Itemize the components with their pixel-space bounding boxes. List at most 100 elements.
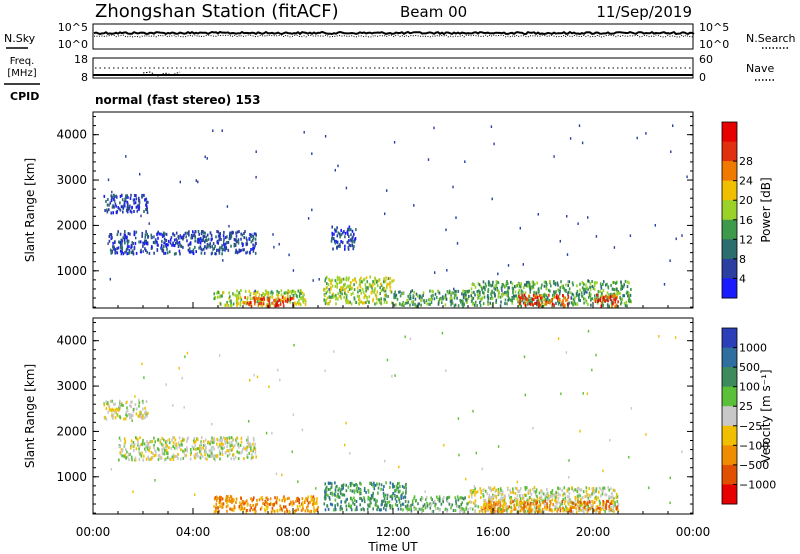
- echo-cell: [599, 282, 602, 286]
- echo-cell: [329, 290, 331, 294]
- echo-cell: [246, 438, 248, 442]
- echo-cell: [422, 294, 424, 297]
- echo-cell: [516, 498, 519, 502]
- echo-cell: [511, 299, 514, 303]
- echo-cell: [289, 298, 292, 302]
- echo-cell: [248, 451, 251, 455]
- echo-cell: [215, 509, 218, 513]
- echo-cell: [111, 205, 114, 209]
- echo-cell: [174, 443, 177, 447]
- echo-cell: [233, 504, 236, 508]
- echo-cell: [251, 449, 254, 453]
- echo-cell: [495, 488, 497, 492]
- echo-cell: [172, 453, 175, 457]
- echo-cell: [482, 494, 485, 498]
- echo-cell: [499, 304, 502, 308]
- echo-cell: [325, 298, 327, 302]
- echo-cell: [593, 284, 596, 287]
- echo-cell: [478, 294, 480, 297]
- echo-cell: [176, 455, 179, 459]
- echo-cell: [144, 416, 146, 420]
- echo-cell: [352, 247, 355, 251]
- echo-cell: [620, 286, 622, 290]
- echo-cell: [585, 504, 587, 507]
- echo-cell: [267, 303, 270, 307]
- echo-cell: [489, 301, 491, 305]
- echo-cell: [145, 449, 147, 453]
- echo-cell: [550, 300, 552, 304]
- echo-cell: [587, 505, 590, 509]
- echo-cell: [252, 249, 255, 253]
- echo-cell: [563, 492, 565, 496]
- echo-cell: [523, 503, 525, 507]
- echo-cell: [520, 304, 522, 308]
- nsearch-label: N.Search: [746, 32, 796, 45]
- echo-cell: [507, 291, 510, 295]
- echo-cell: [411, 503, 414, 506]
- echo-cell: [532, 508, 534, 512]
- echo-cell: [589, 288, 592, 292]
- echo-cell: [534, 490, 537, 494]
- echo-cell: [376, 280, 378, 284]
- echo-cell: [220, 294, 223, 298]
- echo-cell: [128, 245, 130, 249]
- echo-cell: [268, 299, 270, 303]
- echo-cell: [569, 291, 572, 295]
- echo-cell: [353, 296, 356, 300]
- echo-cell: [474, 504, 476, 508]
- echo-cell: [523, 510, 526, 514]
- echo-cell: [253, 292, 255, 296]
- echo-cell: [551, 304, 553, 308]
- echo-cell: [141, 231, 144, 235]
- echo-cell: [378, 278, 381, 282]
- echo-cell: [493, 502, 495, 506]
- echo-cell: [619, 297, 622, 301]
- echo-cell: [628, 281, 630, 285]
- echo-cell: [250, 454, 253, 458]
- echo-cell: [216, 437, 218, 441]
- echo-cell: [255, 293, 257, 297]
- echo-cell: [369, 497, 371, 500]
- echo-cell: [172, 445, 174, 448]
- echo-cell: [214, 455, 216, 459]
- echo-cell: [538, 500, 541, 504]
- echo-cell: [444, 508, 447, 512]
- echo-cell: [188, 247, 191, 251]
- echo-cell: [144, 406, 146, 410]
- echo-cell: [110, 251, 112, 255]
- echo-cell: [253, 232, 256, 236]
- echo-cell: [497, 295, 500, 299]
- echo-cell: [132, 408, 135, 411]
- echo-cell: [280, 298, 282, 302]
- echo-cell: [360, 280, 363, 284]
- echo-cell: [555, 506, 558, 509]
- echo-cell: [294, 291, 297, 295]
- echo-cell: [172, 436, 174, 440]
- echo-cell: [422, 508, 425, 512]
- echo-cell: [516, 499, 518, 503]
- echo-cell: [471, 507, 474, 511]
- echo-cell: [180, 457, 182, 461]
- echo-cell: [497, 445, 500, 448]
- echo-cell: [354, 508, 357, 512]
- echo-cell: [178, 436, 181, 440]
- echo-cell: [143, 411, 146, 415]
- echo-cell: [253, 446, 256, 450]
- echo-cell: [173, 252, 176, 256]
- echo-cell: [564, 492, 567, 496]
- echo-cell: [487, 300, 489, 304]
- echo-cell: [589, 285, 591, 289]
- echo-cell: [312, 495, 315, 499]
- echo-cell: [340, 296, 342, 300]
- echo-cell: [564, 296, 566, 300]
- echo-cell: [579, 282, 581, 286]
- echo-cell: [527, 280, 530, 284]
- x-tick-label: 04:00: [176, 525, 211, 539]
- echo-cell: [477, 505, 480, 509]
- echo-cell: [368, 295, 371, 299]
- echo-cell: [481, 296, 484, 300]
- echo-cell: [121, 248, 123, 252]
- echo-cell: [177, 235, 180, 239]
- echo-cell: [395, 487, 398, 491]
- echo-cell: [585, 300, 588, 304]
